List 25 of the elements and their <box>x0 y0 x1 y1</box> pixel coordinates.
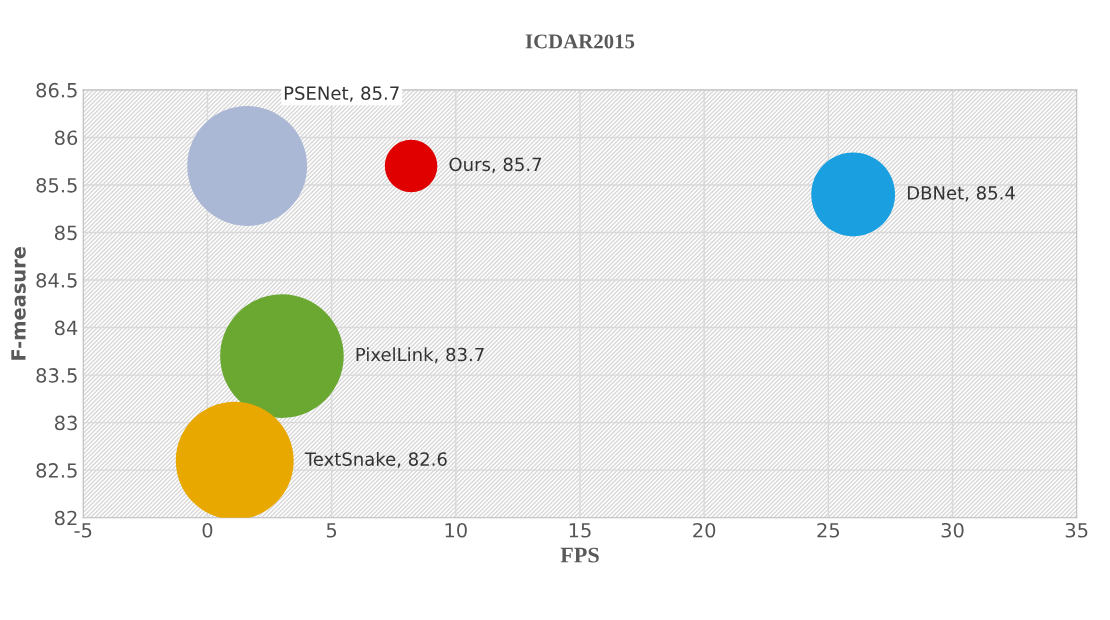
x-tick-label: 25 <box>817 522 840 538</box>
data-label: Ours, 85.7 <box>449 157 542 174</box>
y-axis-title: F-measure <box>11 246 26 360</box>
y-tick-label: 85.5 <box>36 177 77 193</box>
y-tick-label: 84 <box>54 320 78 336</box>
x-tick-label: 30 <box>941 522 964 538</box>
data-label: DBNet, 85.4 <box>907 186 1015 202</box>
y-tick-label: 86.5 <box>36 82 77 98</box>
x-tick-label: 35 <box>1065 522 1088 538</box>
y-tick-label: 84.5 <box>36 272 77 288</box>
y-tick-label: 83 <box>54 415 77 431</box>
x-tick-label: 15 <box>569 523 591 538</box>
x-tick-label: 10 <box>445 522 467 538</box>
y-tick-label: 85 <box>54 225 77 241</box>
data-label: PSENet, 85.7 <box>284 86 399 102</box>
y-tick-label: 83.5 <box>36 368 77 383</box>
x-tick-label: 5 <box>326 523 337 538</box>
chart-title: ICDAR2015 <box>525 34 635 49</box>
y-tick-label: 86 <box>54 130 78 146</box>
data-label: PixelLink, 83.7 <box>356 347 484 364</box>
x-tick-label: 20 <box>693 522 716 538</box>
data-label: TextSnake, 82.6 <box>304 451 447 468</box>
x-axis-title: FPS <box>560 547 599 563</box>
y-tick-label: 82.5 <box>36 463 77 478</box>
x-tick-label: 0 <box>202 522 213 538</box>
